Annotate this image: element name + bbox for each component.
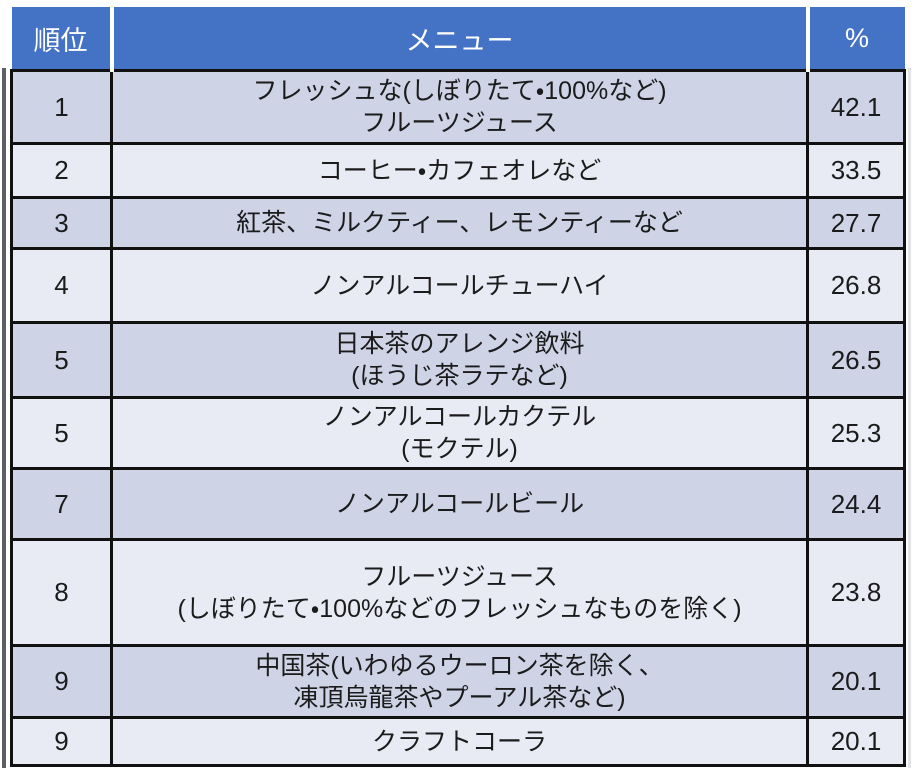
menu-cell: ノンアルコールビール: [110, 467, 809, 541]
rank-cell: 9: [10, 644, 113, 719]
percent-cell: 27.7: [806, 196, 906, 250]
header-row: 順位 メニュー %: [11, 7, 905, 71]
menu-cell: クラフトコーラ: [110, 716, 809, 767]
percent-cell: 20.1: [806, 716, 906, 767]
menu-cell: 中国茶(いわゆるウーロン茶を除く、 凍頂烏龍茶やプーアル茶など): [110, 644, 809, 719]
rank-cell: 8: [10, 538, 113, 647]
rank-cell: 4: [10, 247, 113, 324]
menu-cell: コーヒー・カフェオレなど: [110, 142, 809, 199]
rank-column-header: 順位: [11, 7, 114, 71]
percent-cell: 26.8: [806, 247, 906, 324]
percent-cell: 23.8: [806, 538, 906, 647]
table-row: 4 ノンアルコールチューハイ 26.8: [10, 247, 906, 324]
menu-cell: 日本茶のアレンジ飲料 (ほうじ茶ラテなど): [110, 321, 809, 399]
rank-cell: 5: [10, 321, 113, 399]
table-row: 5 日本茶のアレンジ飲料 (ほうじ茶ラテなど) 26.5: [10, 321, 906, 399]
table-row: 5 ノンアルコールカクテル (モクテル) 25.3: [10, 396, 906, 470]
table-row: 9 クラフトコーラ 20.1: [10, 716, 906, 767]
table-row: 8 フルーツジュース (しぼりたて・100%などのフレッシュなものを除く) 23…: [10, 538, 906, 647]
rank-cell: 3: [10, 196, 113, 250]
rank-cell: 9: [10, 716, 113, 767]
menu-cell: フルーツジュース (しぼりたて・100%などのフレッシュなものを除く): [110, 538, 809, 647]
rank-cell: 5: [10, 396, 113, 470]
percent-cell: 20.1: [806, 644, 906, 719]
rank-cell: 7: [10, 467, 113, 541]
percent-column-header: %: [807, 7, 905, 71]
percent-cell: 26.5: [806, 321, 906, 399]
menu-cell: ノンアルコールチューハイ: [110, 247, 809, 324]
right-edge-shadow: [908, 68, 911, 768]
percent-cell: 42.1: [806, 69, 906, 145]
menu-cell: ノンアルコールカクテル (モクテル): [110, 396, 809, 470]
rank-cell: 1: [10, 69, 113, 145]
ranking-table: 順位 メニュー % 1 フレッシュな(しぼりたて・100%など) フルーツジュー…: [10, 7, 906, 767]
percent-cell: 24.4: [806, 467, 906, 541]
table-row: 9 中国茶(いわゆるウーロン茶を除く、 凍頂烏龍茶やプーアル茶など) 20.1: [10, 644, 906, 719]
menu-cell: 紅茶、ミルクティー、レモンティーなど: [110, 196, 809, 250]
table-row: 2 コーヒー・カフェオレなど 33.5: [10, 142, 906, 199]
percent-cell: 33.5: [806, 142, 906, 199]
table-row: 3 紅茶、ミルクティー、レモンティーなど 27.7: [10, 196, 906, 250]
rank-cell: 2: [10, 142, 113, 199]
table-row: 1 フレッシュな(しぼりたて・100%など) フルーツジュース 42.1: [10, 69, 906, 145]
percent-cell: 25.3: [806, 396, 906, 470]
left-edge-shadow: [2, 68, 6, 768]
table-row: 7 ノンアルコールビール 24.4: [10, 467, 906, 541]
menu-cell: フレッシュな(しぼりたて・100%など) フルーツジュース: [110, 69, 809, 145]
menu-column-header: メニュー: [111, 7, 810, 71]
